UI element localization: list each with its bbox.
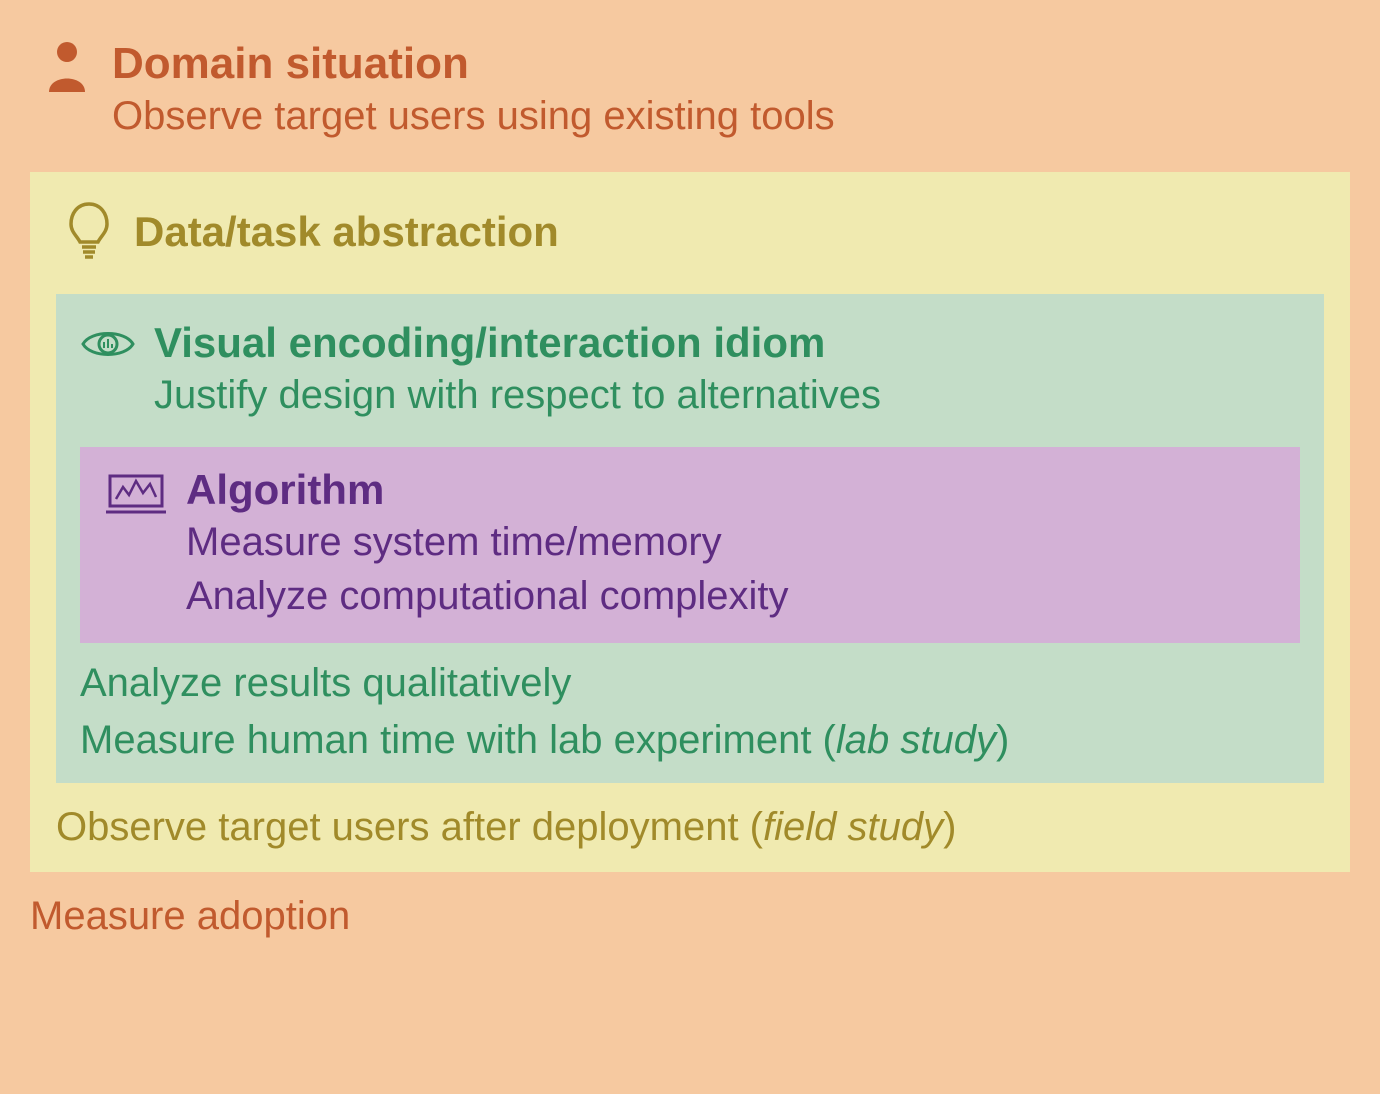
- monitor-chart-icon: [104, 467, 168, 511]
- footer-suffix: ): [943, 805, 956, 849]
- level-algorithm-text: Algorithm Measure system time/memory Ana…: [186, 467, 789, 621]
- level-algorithm-subtitle-2: Analyze computational complexity: [186, 571, 789, 621]
- level-domain-subtitle: Observe target users using existing tool…: [112, 92, 835, 140]
- level-domain-header: Domain situation Observe target users us…: [30, 40, 1350, 140]
- level-domain-footer-1: Measure adoption: [30, 894, 1350, 939]
- footer-text: Observe target users after deployment (: [56, 805, 763, 849]
- level-idiom-footer-2: Measure human time with lab experiment (…: [80, 718, 1300, 763]
- eye-icon: [80, 320, 136, 364]
- level-idiom-text: Visual encoding/interaction idiom Justif…: [154, 320, 881, 418]
- level-abstraction: Data/task abstraction: [30, 172, 1350, 871]
- footer-text: Analyze results qualitatively: [80, 661, 571, 705]
- level-idiom-subtitle: Justify design with respect to alternati…: [154, 371, 881, 419]
- level-idiom-footer-1: Analyze results qualitatively: [80, 661, 1300, 706]
- footer-suffix: ): [996, 718, 1009, 762]
- level-idiom: Visual encoding/interaction idiom Justif…: [56, 294, 1324, 782]
- footer-italic: lab study: [836, 718, 996, 762]
- footer-text: Measure human time with lab experiment (: [80, 718, 836, 762]
- level-algorithm-title: Algorithm: [186, 467, 789, 513]
- level-domain-text: Domain situation Observe target users us…: [112, 40, 835, 140]
- footer-text: Measure adoption: [30, 894, 350, 938]
- level-idiom-title: Visual encoding/interaction idiom: [154, 320, 881, 366]
- lightbulb-icon: [62, 200, 116, 264]
- level-domain: Domain situation Observe target users us…: [0, 0, 1380, 1094]
- level-algorithm-subtitle-1: Measure system time/memory: [186, 517, 789, 567]
- level-abstraction-footer-1: Observe target users after deployment (f…: [56, 805, 1324, 850]
- footer-italic: field study: [763, 805, 943, 849]
- level-algorithm: Algorithm Measure system time/memory Ana…: [80, 447, 1300, 643]
- level-abstraction-header: Data/task abstraction: [56, 200, 1324, 264]
- level-domain-title: Domain situation: [112, 40, 835, 88]
- level-idiom-header: Visual encoding/interaction idiom Justif…: [80, 320, 1300, 418]
- level-algorithm-header: Algorithm Measure system time/memory Ana…: [104, 467, 1276, 621]
- level-abstraction-title: Data/task abstraction: [134, 209, 559, 255]
- person-icon: [40, 40, 94, 100]
